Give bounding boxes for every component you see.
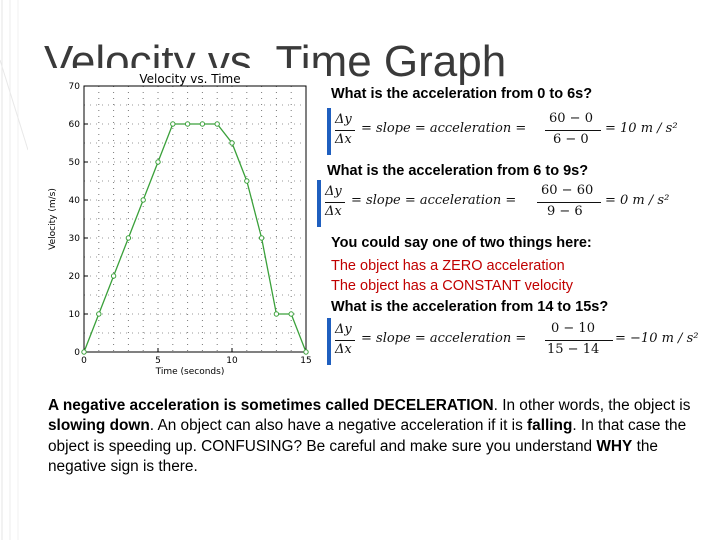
eq3-num: 0 − 10	[551, 321, 595, 336]
velocity-line	[83, 123, 307, 353]
para-part-g: . In that case the object is speeding up…	[48, 417, 687, 455]
eq3-result: = −10 m / s²	[615, 331, 699, 346]
y-tick-label: 60	[69, 120, 81, 130]
y-tick-label: 0	[74, 348, 80, 358]
equation-box-3: Δy Δx = slope = acceleration = 0 − 10 15…	[327, 318, 699, 365]
data-point	[273, 311, 280, 317]
data-point	[155, 159, 161, 165]
eq1-num: 60 − 0	[549, 111, 593, 126]
y-tick-label: 50	[69, 158, 81, 168]
eq3-mid: = slope = acceleration =	[361, 331, 527, 346]
para-deceleration: DECELERATION	[373, 397, 494, 414]
equation-box-2: Δy Δx = slope = acceleration = 60 − 60 9…	[317, 180, 680, 227]
explanation-paragraph: A negative acceleration is sometimes cal…	[48, 396, 708, 477]
eq2-den: 9 − 6	[547, 204, 583, 219]
question-1: What is the acceleration from 0 to 6s?	[331, 86, 593, 102]
equation-box-1: Δy Δx = slope = acceleration = 60 − 0 6 …	[327, 108, 680, 155]
para-slowing-down: slowing down	[48, 417, 150, 435]
para-part-e: . An object can also have a negative acc…	[149, 417, 528, 435]
data-point	[258, 235, 265, 241]
decorative-lines	[0, 0, 28, 540]
data-point	[303, 349, 309, 355]
para-lead: A negative acceleration is sometimes cal…	[48, 397, 374, 414]
eq3-den: 15 − 14	[547, 342, 600, 357]
velocity-time-chart: 0 10 20 30 40 50 60 70 0 5 10 15 Velocity vs. Time Ti…	[40, 68, 320, 380]
y-tick-label: 70	[69, 82, 81, 92]
data-point	[214, 121, 220, 127]
y-tick-label: 30	[69, 234, 81, 244]
eq2-result: = 0 m / s²	[605, 193, 670, 208]
eq2-num: 60 − 60	[541, 183, 594, 198]
x-tick-label: 5	[155, 356, 161, 366]
para-part-c: . In other words, the object is	[493, 397, 691, 414]
data-point	[229, 140, 235, 146]
data-point	[140, 197, 146, 203]
eq2-mid: = slope = acceleration =	[351, 193, 517, 208]
data-point	[125, 235, 132, 241]
y-tick-label: 10	[69, 310, 81, 320]
question-3: What is the acceleration from 14 to 15s?	[331, 299, 609, 315]
x-tick-label: 15	[300, 356, 311, 366]
data-point	[199, 121, 206, 127]
answer-intro: You could say one of two things here:	[331, 235, 592, 251]
data-point	[81, 349, 87, 355]
eq1-mid: = slope = acceleration =	[361, 121, 527, 136]
data-point	[170, 121, 176, 127]
data-point	[110, 273, 117, 279]
left-decoration	[0, 0, 28, 540]
chart-title: Velocity vs. Time	[139, 72, 240, 86]
data-point	[244, 178, 250, 184]
para-why: WHY	[596, 437, 633, 455]
x-tick-label: 10	[226, 356, 238, 366]
x-tick-label: 0	[81, 356, 87, 366]
y-tick-label: 40	[69, 196, 81, 206]
eq1-result: = 10 m / s²	[605, 121, 678, 136]
para-part-i: the negative sign is there.	[48, 437, 658, 475]
question-2: What is the acceleration from 6 to 9s?	[327, 163, 589, 179]
eq1-den: 6 − 0	[553, 132, 589, 147]
eq1-lhs-num: Δy	[335, 112, 352, 127]
eq3-lhs-den: Δx	[335, 342, 352, 357]
data-point	[184, 121, 191, 127]
para-falling: falling	[527, 417, 573, 435]
x-axis-label: Time (seconds)	[155, 367, 225, 377]
data-point	[96, 311, 102, 317]
eq2-lhs-num: Δy	[325, 184, 342, 199]
plot-frame	[83, 85, 307, 353]
eq3-lhs-num: Δy	[335, 322, 352, 337]
eq2-lhs-den: Δx	[325, 204, 342, 219]
eq1-lhs-den: Δx	[335, 132, 352, 147]
y-axis-label: Velocity (m/s)	[48, 188, 58, 250]
y-tick-label: 20	[69, 272, 81, 282]
answer-line-2: The object has a CONSTANT velocity	[331, 278, 574, 294]
chart-svg: 0 10 20 30 40 50 60 70 0 5 10 15 Velocity vs. Time Ti…	[48, 72, 312, 377]
answer-line-1: The object has a ZERO acceleration	[331, 258, 565, 274]
data-point	[288, 311, 294, 317]
